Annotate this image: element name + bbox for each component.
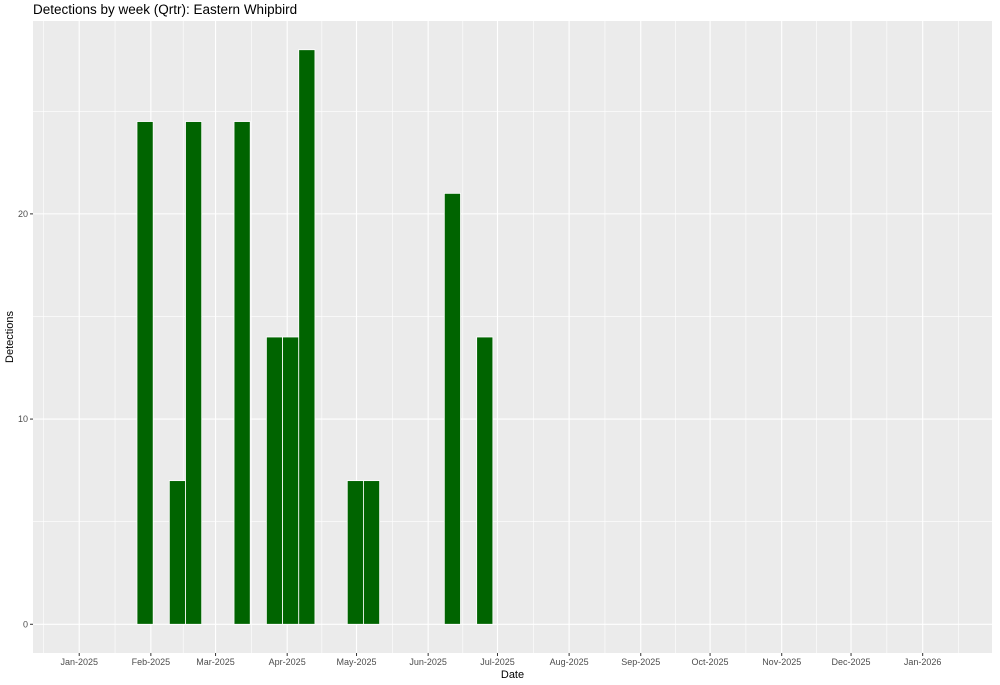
x-tick-label: Jul-2025 xyxy=(480,657,515,667)
x-tick-label: May-2025 xyxy=(337,657,377,667)
x-tick-label: Dec-2025 xyxy=(832,657,871,667)
bar xyxy=(136,121,154,625)
bar xyxy=(443,192,461,625)
x-tick-label: Jan-2026 xyxy=(904,657,942,667)
bar xyxy=(265,336,283,625)
x-tick-label: Mar-2025 xyxy=(196,657,235,667)
bars xyxy=(136,49,494,625)
x-tick-label: Aug-2025 xyxy=(550,657,589,667)
bar xyxy=(233,121,251,625)
x-tick-label: Sep-2025 xyxy=(621,657,660,667)
bar xyxy=(346,480,364,625)
y-tick-label: 20 xyxy=(18,209,28,219)
bar xyxy=(298,49,316,625)
x-tick-label: Oct-2025 xyxy=(692,657,729,667)
x-axis-title: Date xyxy=(501,669,524,681)
y-axis-title: Detections xyxy=(4,311,16,363)
y-tick-label: 10 xyxy=(18,414,28,424)
x-tick-label: Nov-2025 xyxy=(762,657,801,667)
chart-title: Detections by week (Qrtr): Eastern Whipb… xyxy=(33,2,298,17)
x-tick-label: Jun-2025 xyxy=(409,657,447,667)
minor-gridlines xyxy=(33,21,992,653)
y-axis: 0 10 20 xyxy=(18,209,33,629)
x-tick-label: Apr-2025 xyxy=(269,657,306,667)
bar xyxy=(476,336,494,625)
x-axis: Jan-2025 Feb-2025 Mar-2025 Apr-2025 May-2025… xyxy=(60,653,941,667)
x-tick-label: Jan-2025 xyxy=(60,657,98,667)
y-tick-label: 0 xyxy=(23,619,28,629)
bar xyxy=(363,480,381,625)
bar xyxy=(185,121,203,625)
bar xyxy=(282,336,300,625)
x-tick-label: Feb-2025 xyxy=(132,657,171,667)
bar xyxy=(168,480,186,625)
